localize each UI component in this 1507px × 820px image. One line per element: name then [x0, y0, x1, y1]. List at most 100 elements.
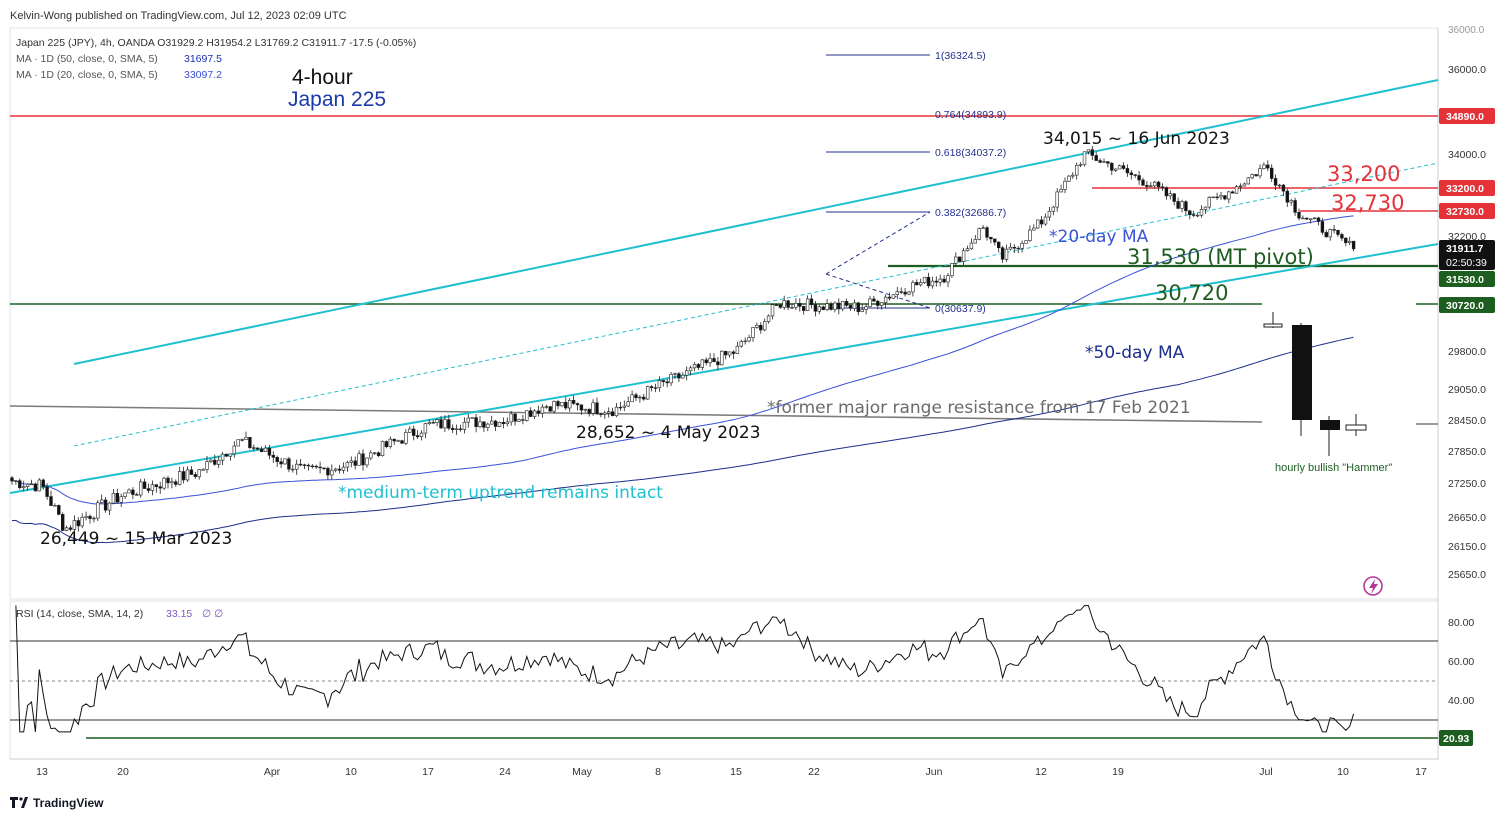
inset-candle-3 — [1320, 420, 1340, 430]
badge-31530-text: 31530.0 — [1446, 274, 1484, 286]
candle — [310, 463, 314, 469]
candle — [817, 304, 822, 315]
candle — [704, 357, 708, 366]
badge-32730-text: 32730.0 — [1446, 206, 1484, 218]
fib-764-label: 0.764(34893.9) — [935, 109, 1006, 121]
candle — [622, 400, 627, 412]
inset-candle-1 — [1263, 323, 1283, 328]
candle — [681, 372, 685, 379]
candle — [1125, 164, 1130, 177]
time-tick: 22 — [808, 766, 820, 778]
candle — [1110, 162, 1114, 176]
candle — [1344, 237, 1348, 247]
candle — [291, 464, 295, 473]
candle — [938, 274, 942, 287]
candle — [111, 488, 116, 505]
candle — [142, 478, 147, 489]
candle — [1207, 196, 1212, 210]
candle — [166, 475, 170, 489]
fib-618-label: 0.618(34037.2) — [935, 147, 1006, 159]
candle — [384, 440, 389, 449]
candle — [1067, 175, 1071, 182]
candle — [275, 455, 279, 467]
time-tick: Apr — [264, 766, 281, 778]
candle — [115, 488, 120, 503]
candle — [388, 436, 392, 449]
annotation-low-may: 28,652 ~ 4 May 2023 — [576, 423, 761, 443]
candle — [209, 458, 213, 464]
candle — [665, 378, 669, 388]
candle — [657, 376, 662, 392]
candle — [918, 278, 923, 287]
time-tick: 17 — [1415, 766, 1427, 778]
range-resistance-line — [9, 405, 1263, 423]
price-pane — [9, 27, 1439, 600]
candle — [1117, 164, 1122, 170]
candle — [915, 279, 919, 286]
badge-30720 — [1439, 297, 1495, 313]
candle — [1106, 161, 1110, 168]
candle — [369, 450, 373, 461]
candle — [396, 439, 400, 442]
candle — [1273, 174, 1278, 191]
candle — [606, 407, 611, 418]
candle — [236, 439, 240, 447]
candle — [1258, 164, 1262, 179]
flash-icon[interactable] — [1363, 576, 1383, 596]
badge-34890-text: 34890.0 — [1446, 111, 1484, 123]
candle — [716, 357, 720, 371]
candle — [68, 525, 73, 532]
candle — [1324, 229, 1329, 238]
candle — [571, 395, 576, 405]
candle — [37, 478, 42, 492]
ma20-line — [11, 215, 1354, 505]
time-tick: 8 — [655, 766, 661, 778]
candle — [751, 327, 755, 342]
candle — [1059, 184, 1063, 193]
price-axis: 36000.0 36000.0 34000.0 32200.0 29800.0 … — [1439, 25, 1495, 581]
candle — [1000, 245, 1005, 263]
candle — [782, 295, 786, 310]
rsi-value: 33.15 — [166, 608, 192, 620]
candle — [556, 399, 560, 410]
candle — [423, 422, 428, 439]
rsi-indicator: RSI (14, close, SMA, 14, 2) 33.15 ∅ ∅ 80… — [10, 604, 1474, 746]
candle — [1078, 162, 1083, 168]
ma50-legend: MA · 1D (50, close, 0, SMA, 5) — [16, 53, 158, 65]
price-tick: 27250.0 — [1448, 478, 1486, 490]
candle — [333, 467, 338, 473]
badge-32730 — [1439, 203, 1495, 219]
rsi-tick: 40.00 — [1448, 695, 1474, 707]
candle — [29, 479, 34, 486]
candle — [1250, 173, 1254, 180]
fib-swing-leg — [825, 273, 931, 309]
candle — [575, 402, 580, 411]
candle — [1020, 240, 1024, 253]
candle — [33, 482, 38, 492]
candle — [1180, 199, 1184, 213]
candle — [965, 245, 970, 252]
tradingview-logo[interactable]: TradingView — [10, 796, 104, 810]
annotation-range: *former major range resistance from 17 F… — [767, 398, 1191, 418]
candle — [271, 451, 275, 463]
price-tick: 34000.0 — [1448, 149, 1486, 161]
annotation-ma50: *50-day MA — [1085, 343, 1185, 363]
candle — [497, 421, 502, 428]
candle — [1121, 162, 1126, 170]
candle — [88, 514, 92, 524]
candle — [649, 384, 654, 392]
annotation-uptrend: *medium-term uptrend remains intact — [338, 483, 663, 503]
time-tick: 13 — [36, 766, 48, 778]
fib-1-label: 1(36324.5) — [935, 50, 986, 62]
candle — [259, 446, 264, 453]
candle — [829, 301, 833, 311]
price-tick-clipped: 36000.0 — [1448, 25, 1485, 36]
candle — [614, 403, 619, 418]
candle — [232, 441, 236, 458]
candle — [950, 262, 954, 279]
candle — [185, 466, 190, 482]
candle — [922, 276, 927, 284]
candle — [400, 439, 404, 444]
rsi-line — [15, 604, 1355, 733]
candle — [72, 515, 77, 533]
